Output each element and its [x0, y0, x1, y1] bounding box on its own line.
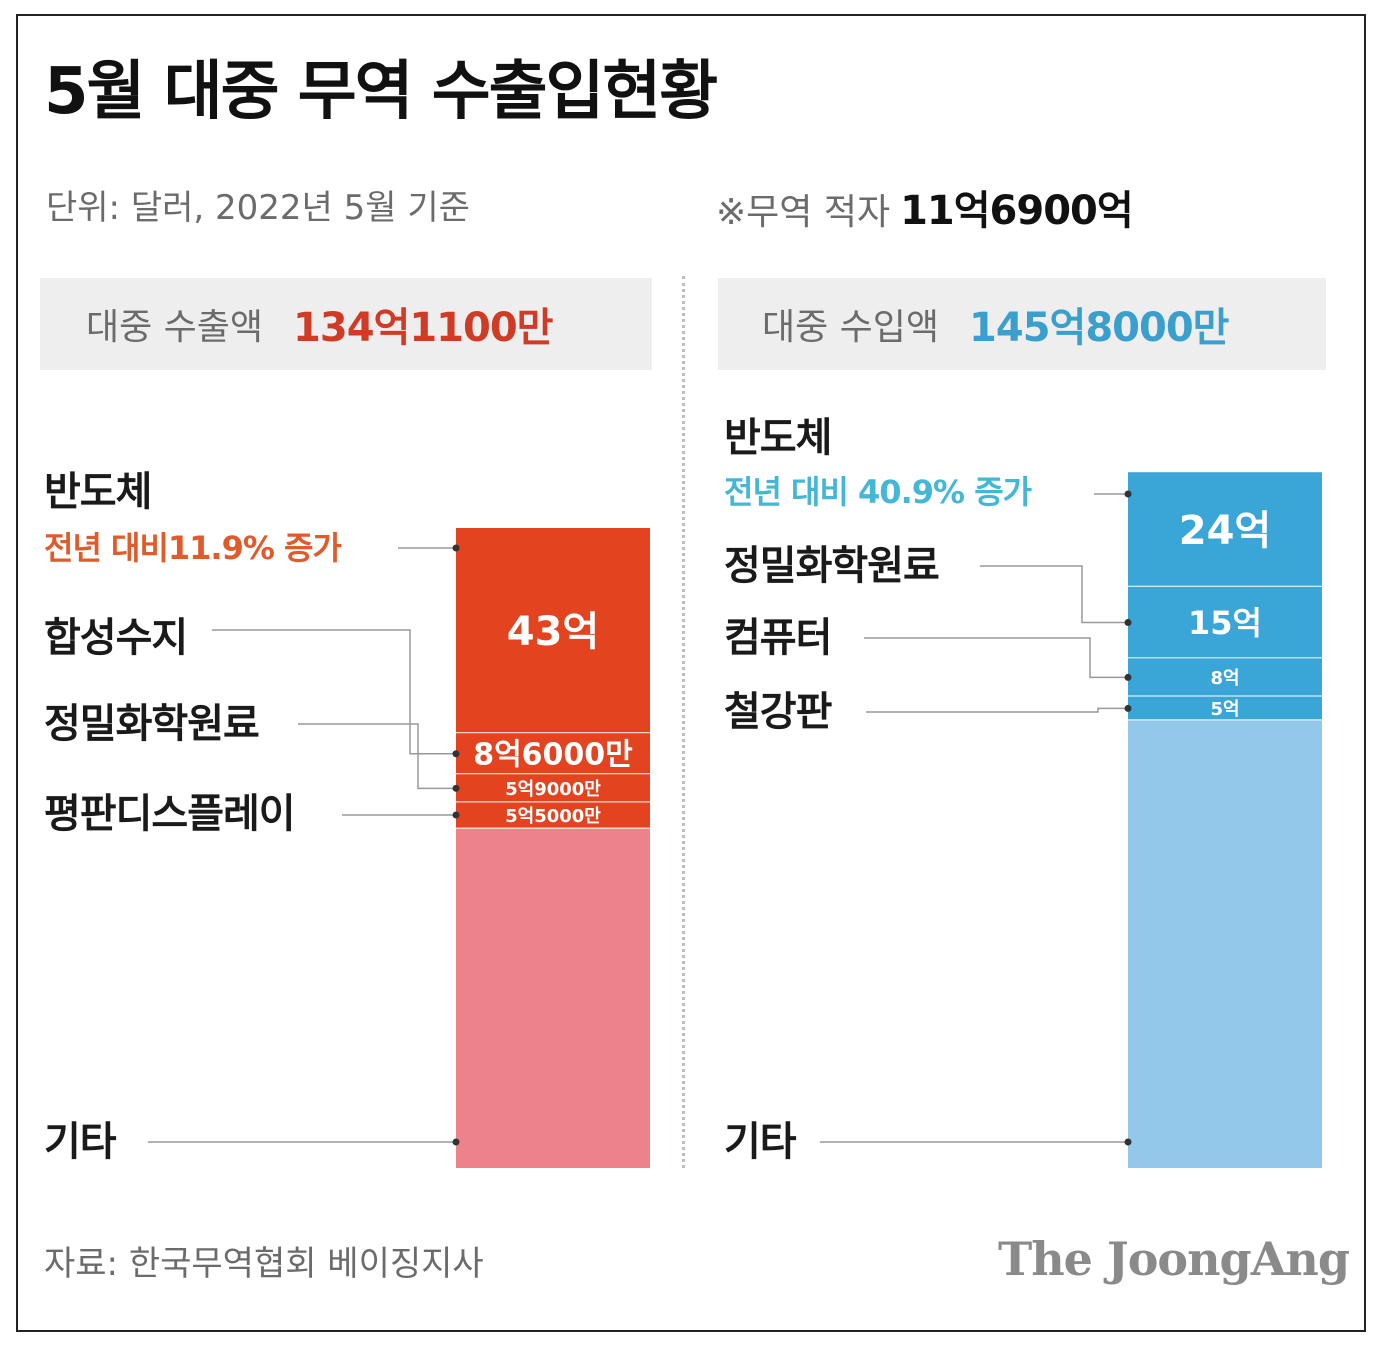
export-total-box: 대중 수출액 134억1100만 [40, 278, 652, 370]
import-segment-label-2: 8억 [1210, 668, 1239, 689]
export-leader-dot-4 [452, 1138, 460, 1146]
import-leader-dot-2 [1124, 673, 1132, 681]
export-cat-resin: 합성수지 [44, 615, 188, 661]
export-cat-fine-chem: 정밀화학원료 [44, 701, 260, 747]
export-leader-dot-2 [452, 784, 460, 792]
import-total-label: 대중 수입액 [762, 307, 940, 348]
import-bar-segment-4 [1128, 720, 1322, 1168]
import-segment-label-1: 15억 [1188, 604, 1262, 642]
publisher-logo: The JoongAng [998, 1232, 1350, 1286]
import-growth-note: 전년 대비 40.9% 증가 [724, 473, 1032, 511]
export-bar-segment-0 [456, 528, 650, 734]
export-leader-line-1 [212, 629, 456, 755]
export-segment-label-3: 5억5000만 [505, 806, 601, 827]
export-segment-label-2: 5억9000만 [505, 779, 601, 800]
import-bar-segment-0 [1128, 472, 1322, 587]
export-leader-dot-1 [452, 750, 460, 758]
export-segment-label-0: 43억 [507, 609, 599, 655]
chart-title: 5월 대중 무역 수출입현황 [44, 55, 718, 129]
import-cat-steel: 철강판 [724, 689, 832, 735]
export-bar-segment-2 [456, 774, 650, 803]
import-leader-line-2 [864, 637, 1128, 679]
export-leader-line-2 [298, 723, 456, 790]
source-note: 자료: 한국무역협회 베이징지사 [44, 1244, 484, 1284]
trade-deficit: ※무역 적자 11억6900억 [716, 178, 1134, 236]
import-leader-line-1 [980, 565, 1128, 624]
import-leader-line-3 [866, 707, 1128, 713]
center-divider [682, 276, 685, 1168]
unit-note: 단위: 달러, 2022년 5월 기준 [46, 188, 470, 228]
import-leader-dot-4 [1124, 1138, 1132, 1146]
import-bar-segment-3 [1128, 696, 1322, 721]
export-leader-dot-0 [452, 544, 460, 552]
deficit-label: ※무역 적자 [716, 192, 891, 233]
export-segment-label-1: 8억6000만 [473, 738, 633, 773]
figure-frame [16, 14, 1366, 1332]
import-bar-segment-2 [1128, 658, 1322, 697]
export-bar-segment-1 [456, 733, 650, 775]
export-bar-segment-4 [456, 828, 650, 1168]
import-total-box: 대중 수입액 145억8000만 [718, 278, 1326, 370]
export-bar-segment-3 [456, 802, 650, 829]
import-segment-label-0: 24억 [1179, 508, 1271, 554]
import-total-value: 145억8000만 [969, 305, 1229, 351]
import-leader-dot-1 [1124, 619, 1132, 627]
export-cat-other: 기타 [44, 1119, 117, 1165]
export-total-value: 134억1100만 [293, 305, 553, 351]
import-cat-computer: 컴퓨터 [724, 615, 832, 661]
export-leader-dot-3 [452, 811, 460, 819]
export-cat-semiconductor: 반도체 [44, 469, 152, 515]
import-leader-dot-0 [1124, 490, 1132, 498]
deficit-value: 11억6900억 [900, 188, 1134, 234]
export-growth-note: 전년 대비11.9% 증가 [44, 529, 342, 567]
import-leader-dot-3 [1124, 704, 1132, 712]
import-cat-fine-chem: 정밀화학원료 [724, 543, 940, 589]
import-segment-label-3: 5억 [1210, 699, 1239, 720]
export-cat-display: 평판디스플레이 [44, 791, 296, 837]
import-cat-other: 기타 [724, 1119, 797, 1165]
import-bar-segment-1 [1128, 586, 1322, 659]
export-total-label: 대중 수출액 [86, 307, 264, 348]
import-cat-semiconductor: 반도체 [724, 415, 832, 461]
